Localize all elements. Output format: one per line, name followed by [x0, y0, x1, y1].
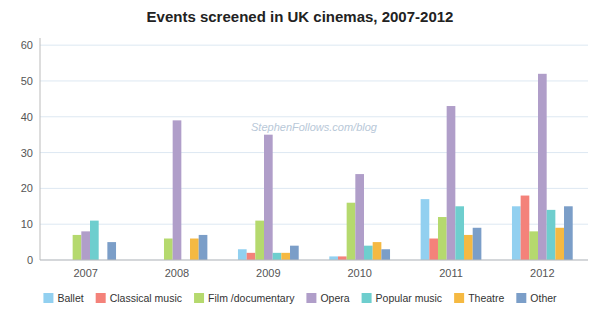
legend: Ballet Classical music Film /documentary Op…	[43, 292, 557, 304]
bar	[473, 228, 482, 260]
legend-label: Opera	[320, 292, 349, 304]
bar	[164, 239, 173, 260]
bar	[290, 246, 299, 260]
bar	[421, 199, 430, 260]
bar	[464, 235, 473, 260]
legend-swatch	[454, 293, 464, 303]
grid-line	[40, 116, 588, 117]
legend-item: Other	[516, 292, 557, 304]
legend-item: Opera	[306, 292, 349, 304]
bars	[73, 74, 573, 260]
bar	[512, 206, 521, 260]
x-axis-line	[40, 260, 588, 261]
legend-label: Popular music	[376, 292, 443, 304]
x-tick-label: 2007	[73, 267, 97, 279]
bar	[281, 253, 290, 260]
bar	[347, 203, 356, 260]
bar	[355, 174, 364, 260]
bar	[373, 242, 382, 260]
bar	[238, 249, 247, 260]
grid-line	[40, 188, 588, 189]
y-tick-label: 60	[21, 39, 33, 51]
bar	[81, 231, 90, 260]
bar	[247, 253, 256, 260]
legend-swatch	[362, 293, 372, 303]
bar	[555, 228, 564, 260]
legend-label: Theatre	[468, 292, 504, 304]
x-tick-label: 2010	[347, 267, 371, 279]
y-tick-label: 20	[21, 182, 33, 194]
x-tick-label: 2011	[439, 267, 463, 279]
grid-line	[40, 224, 588, 225]
legend-swatch	[194, 293, 204, 303]
x-tick-label: 2008	[165, 267, 189, 279]
y-tick-label: 0	[27, 254, 33, 266]
bar	[107, 242, 116, 260]
bar	[529, 231, 538, 260]
bar	[521, 196, 530, 260]
legend-item: Ballet	[43, 292, 83, 304]
bar	[564, 206, 573, 260]
bar	[90, 221, 99, 260]
bar	[73, 235, 82, 260]
legend-swatch	[516, 293, 526, 303]
y-axis-line	[40, 38, 41, 260]
bar	[338, 256, 347, 260]
y-tick-label: 40	[21, 111, 33, 123]
y-tick-label: 50	[21, 75, 33, 87]
bar	[381, 249, 390, 260]
legend-label: Classical music	[110, 292, 182, 304]
watermark: StephenFollows.com/blog	[251, 121, 378, 133]
legend-item: Film /documentary	[194, 292, 295, 304]
bar	[455, 206, 464, 260]
legend-item: Theatre	[454, 292, 504, 304]
bar	[547, 210, 556, 260]
chart: Events screened in UK cinemas, 2007-2012…	[0, 0, 600, 326]
legend-item: Popular music	[362, 292, 443, 304]
bar	[447, 106, 456, 260]
grid-line	[40, 152, 588, 153]
bar	[438, 217, 447, 260]
title: Events screened in UK cinemas, 2007-2012	[147, 8, 454, 25]
legend-swatch	[96, 293, 106, 303]
bar	[255, 221, 264, 260]
bar	[173, 120, 182, 260]
y-tick-label: 10	[21, 218, 33, 230]
bar	[199, 235, 208, 260]
legend-label: Ballet	[57, 292, 83, 304]
grid-line	[40, 260, 588, 261]
grid-line	[40, 80, 588, 81]
legend-label: Film /documentary	[208, 292, 295, 304]
legend-swatch	[306, 293, 316, 303]
legend-swatch	[43, 293, 53, 303]
y-tick-label: 30	[21, 147, 33, 159]
grid	[40, 45, 588, 260]
legend-label: Other	[530, 292, 557, 304]
bar	[364, 246, 373, 260]
grid-line	[40, 45, 588, 46]
bar	[329, 256, 338, 260]
bar	[264, 135, 273, 260]
bar	[429, 239, 438, 260]
bar	[190, 239, 199, 260]
x-tick-label: 2012	[530, 267, 554, 279]
bar	[273, 253, 282, 260]
legend-item: Classical music	[96, 292, 182, 304]
bar	[538, 74, 547, 260]
x-tick-label: 2009	[256, 267, 280, 279]
